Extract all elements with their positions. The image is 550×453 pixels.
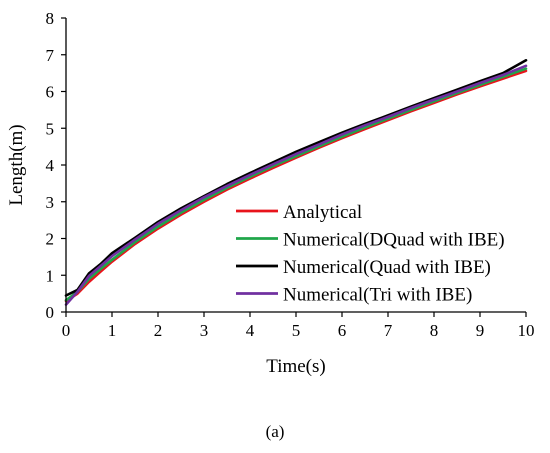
series-line-4 [64, 64, 528, 306]
y-ticks: 0 1 2 3 4 5 6 7 8 [46, 9, 66, 322]
x-tick-label: 9 [476, 321, 485, 340]
figure-caption: (a) [0, 422, 550, 442]
x-tick-label: 7 [384, 321, 393, 340]
legend-label: Analytical [283, 202, 362, 223]
y-axis-title: Length(m) [6, 124, 27, 205]
caption-text: (a) [265, 422, 285, 441]
x-tick-label: 1 [108, 321, 117, 340]
y-tick-label: 3 [46, 193, 55, 212]
y-tick-label: 4 [46, 156, 55, 175]
y-tick-label: 7 [46, 46, 55, 65]
y-tick-label: 6 [46, 83, 55, 102]
legend-label: Numerical(Tri with IBE) [283, 285, 472, 306]
x-ticks: 0 1 2 3 4 5 6 7 8 9 10 [62, 312, 535, 340]
legend-label: Numerical(DQuad with IBE) [283, 230, 505, 251]
legend: Analytical Numerical(DQuad with IBE) Numer… [236, 202, 505, 306]
y-tick-label: 1 [46, 266, 55, 285]
y-tick-label: 8 [46, 9, 55, 28]
x-tick-label: 0 [62, 321, 71, 340]
x-tick-label: 4 [246, 321, 255, 340]
x-tick-label: 3 [200, 321, 209, 340]
x-axis-title: Time(s) [266, 356, 325, 377]
x-tick-label: 5 [292, 321, 301, 340]
y-tick-label: 0 [46, 303, 55, 322]
series-line-3 [64, 58, 528, 297]
x-tick-label: 10 [518, 321, 535, 340]
x-tick-label: 8 [430, 321, 439, 340]
plot-lines [64, 58, 528, 306]
y-tick-label: 5 [46, 119, 55, 138]
x-tick-label: 2 [154, 321, 163, 340]
y-tick-label: 2 [46, 230, 55, 249]
legend-label: Numerical(Quad with IBE) [283, 257, 491, 278]
series-line-2 [64, 67, 528, 302]
x-tick-label: 6 [338, 321, 347, 340]
series-line-1 [64, 69, 528, 303]
